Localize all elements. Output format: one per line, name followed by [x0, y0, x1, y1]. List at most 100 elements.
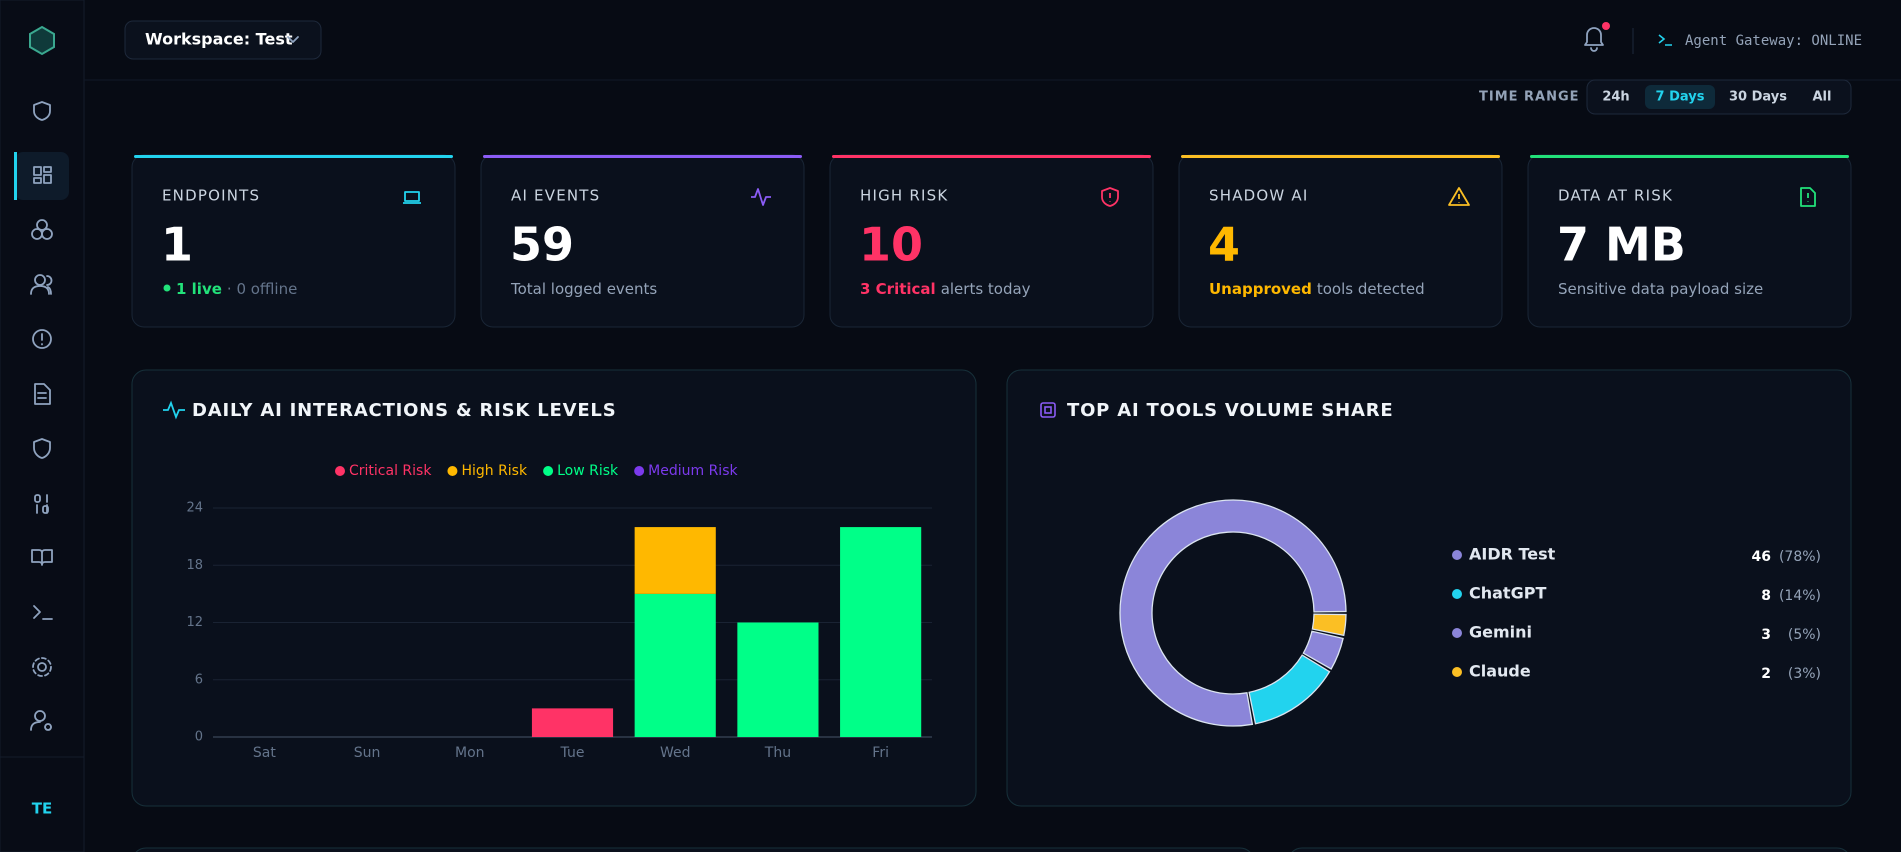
card-note: Unapproved tools detected [1209, 280, 1425, 298]
workspace-label: Workspace: Test [145, 30, 293, 49]
bar-segment [737, 622, 819, 737]
card-icon [403, 191, 421, 204]
nav-terminal[interactable] [33, 605, 53, 620]
y-tick-label: 18 [186, 558, 203, 573]
card-icon [1800, 187, 1816, 207]
card-value: 1 [161, 218, 193, 272]
legend-dot [1452, 667, 1462, 677]
nav-models[interactable] [31, 219, 53, 240]
legend-label: Claude [1469, 662, 1531, 681]
x-tick-label: Thu [764, 745, 791, 761]
legend-dot [1452, 589, 1462, 599]
nav-admin[interactable] [30, 710, 52, 731]
nav-binary[interactable] [34, 494, 49, 514]
panel-partial [135, 847, 1251, 852]
card-note: Sensitive data payload size [1558, 280, 1763, 298]
x-tick-label: Fri [872, 745, 889, 761]
nav-active-bar [14, 152, 17, 200]
legend-label: ChatGPT [1469, 584, 1546, 603]
card-accent [832, 155, 1151, 158]
card-icon [1448, 187, 1470, 206]
bar-segment [531, 708, 614, 737]
time-range-active [1645, 85, 1715, 109]
legend-dot [543, 466, 554, 476]
value-label: 3 [1761, 627, 1771, 643]
note-text: alerts today [941, 280, 1031, 298]
note-highlight: 1 live [176, 280, 222, 298]
nav-reports[interactable] [34, 383, 51, 405]
bar-segment [634, 527, 716, 594]
live-dot [163, 284, 171, 292]
time-range-option[interactable]: 7 Days [1656, 90, 1705, 105]
chevron [287, 36, 299, 43]
card-accent [483, 155, 802, 158]
legend-dot [335, 466, 345, 476]
nav-users[interactable] [30, 274, 53, 295]
note-highlight: 3 Critical [860, 280, 936, 298]
user-initials[interactable]: TE [32, 800, 52, 818]
nav-alerts[interactable] [32, 329, 52, 349]
time-range-option[interactable]: 24h [1602, 90, 1629, 105]
logo[interactable] [29, 25, 55, 56]
card-icon [1101, 187, 1119, 207]
card-note: Total logged events [510, 280, 657, 298]
nav-dashboard[interactable] [33, 166, 52, 184]
nav-docs[interactable] [31, 549, 53, 566]
card-label: HIGH RISK [860, 187, 948, 205]
x-tick-label: Tue [560, 745, 585, 761]
chart-icon [163, 400, 185, 420]
card-icon [751, 188, 771, 206]
workspace-button[interactable] [124, 20, 322, 60]
nav-settings[interactable] [32, 657, 52, 677]
note-text: · 0 offline [227, 280, 297, 298]
card-label: SHADOW AI [1209, 187, 1309, 205]
card-accent [134, 155, 453, 158]
legend-label: Critical Risk [349, 463, 432, 479]
nav-policies[interactable] [33, 438, 51, 459]
legend-label: Gemini [1469, 623, 1532, 642]
note-text: Sensitive data payload size [1558, 280, 1763, 298]
note-highlight: Unapproved [1209, 280, 1312, 298]
legend-label: High Risk [461, 463, 528, 479]
time-range-label: TIME RANGE [1479, 90, 1580, 105]
y-tick-label: 24 [186, 501, 203, 516]
card-value: 10 [859, 218, 923, 272]
value-label: 2 [1761, 666, 1771, 682]
card-note: 1 live · 0 offline [176, 280, 297, 298]
card-accent [1530, 155, 1849, 158]
card-label: DATA AT RISK [1558, 187, 1673, 205]
percent-label: (78%) [1779, 549, 1821, 565]
legend-label: Medium Risk [648, 463, 738, 479]
legend-label: Low Risk [557, 463, 619, 479]
donut-slice [1248, 654, 1331, 725]
chart-title: TOP AI TOOLS VOLUME SHARE [1067, 400, 1393, 421]
card-value: 4 [1208, 218, 1240, 272]
x-tick-label: Mon [455, 745, 485, 761]
y-tick-label: 0 [195, 730, 203, 745]
card-note: 3 Critical alerts today [860, 280, 1031, 298]
time-range-option[interactable]: 30 Days [1729, 90, 1787, 105]
donut-slice [1119, 499, 1347, 727]
time-range-option[interactable]: All [1813, 90, 1832, 105]
legend-dot [447, 466, 458, 476]
nav-shield[interactable] [33, 101, 51, 121]
legend-dot [634, 466, 645, 476]
x-tick-label: Sat [253, 745, 276, 761]
y-tick-label: 12 [186, 615, 203, 630]
note-text: tools detected [1317, 280, 1425, 298]
gateway-status: Agent Gateway: ONLINE [1685, 33, 1862, 49]
donut-slice [1302, 630, 1344, 670]
nav-active-bg [15, 152, 69, 200]
bar-segment [840, 527, 922, 737]
value-label: 8 [1761, 588, 1771, 604]
gateway-icon [1658, 34, 1672, 46]
x-tick-label: Wed [660, 745, 691, 761]
note-text: Total logged events [510, 280, 657, 298]
bar-segment [634, 593, 716, 737]
sidebar [0, 0, 85, 852]
legend-label: AIDR Test [1469, 545, 1556, 564]
card-label: AI EVENTS [511, 187, 600, 205]
notifications[interactable] [1584, 27, 1604, 52]
percent-label: (14%) [1779, 588, 1821, 604]
